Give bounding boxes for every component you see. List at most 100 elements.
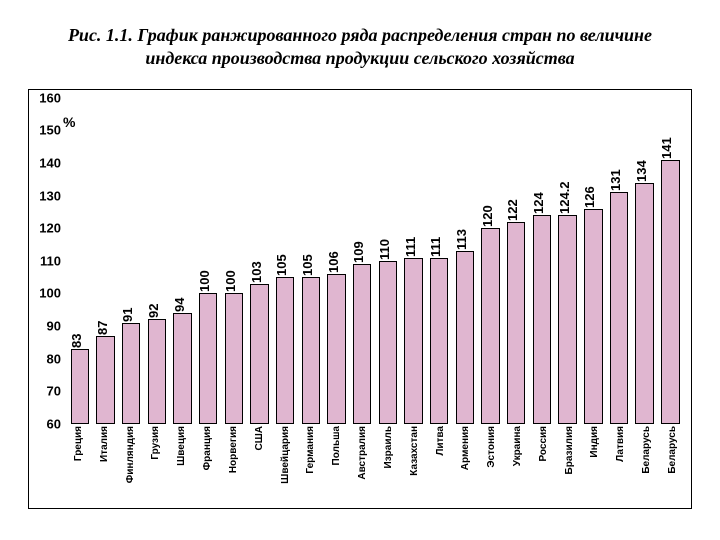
x-label: Финляндия (125, 426, 136, 483)
x-label: Литва (435, 426, 446, 456)
x-label: США (254, 426, 265, 451)
bar-value: 134 (634, 160, 649, 182)
bar: 91 (122, 323, 140, 424)
bar: 105 (302, 277, 320, 424)
y-tick: 130 (33, 188, 61, 203)
y-tick: 110 (33, 253, 61, 268)
y-tick: 90 (33, 318, 61, 333)
bar-value: 126 (582, 186, 597, 208)
bar-value: 105 (274, 254, 289, 276)
bar-value: 120 (480, 205, 495, 227)
y-tick: 100 (33, 286, 61, 301)
bar-slot: 126 (580, 98, 606, 424)
bar: 120 (481, 228, 499, 424)
x-label: Индия (589, 426, 600, 458)
bar-slot: 141 (657, 98, 683, 424)
bar-value: 103 (249, 261, 264, 283)
bar-value: 109 (351, 241, 366, 263)
bar: 105 (276, 277, 294, 424)
x-label-slot: Украина (504, 426, 530, 506)
x-label-slot: Швеция (168, 426, 194, 506)
y-tick: 150 (33, 123, 61, 138)
x-label-slot: Индия (582, 426, 608, 506)
x-label: Беларусь (641, 426, 652, 474)
bar: 141 (661, 160, 679, 424)
bar-slot: 134 (632, 98, 658, 424)
bar-slot: 106 (324, 98, 350, 424)
bar-slot: 105 (298, 98, 324, 424)
bar-slot: 110 (375, 98, 401, 424)
bar: 103 (250, 284, 268, 424)
x-label-slot: Эстония (478, 426, 504, 506)
bar: 110 (379, 261, 397, 424)
x-label-slot: Финляндия (117, 426, 143, 506)
bar-value: 91 (120, 307, 135, 321)
bar-slot: 113 (452, 98, 478, 424)
bar: 124.2 (558, 215, 576, 424)
bars-container: 8387919294100100103105105106109110111111… (65, 98, 685, 424)
bar: 87 (96, 336, 114, 424)
bar: 126 (584, 209, 602, 424)
x-label-slot: Армения (452, 426, 478, 506)
bar-value: 111 (428, 236, 443, 256)
bar-slot: 120 (478, 98, 504, 424)
bar: 113 (456, 251, 474, 424)
x-label: Грузия (150, 426, 161, 460)
bar-slot: 122 (503, 98, 529, 424)
y-tick: 70 (33, 384, 61, 399)
bar-slot: 103 (247, 98, 273, 424)
y-tick: 140 (33, 155, 61, 170)
bar-value: 100 (197, 271, 212, 293)
bar-slot: 92 (144, 98, 170, 424)
bar-value: 87 (95, 320, 110, 334)
bar: 92 (148, 319, 166, 423)
bar-value: 94 (172, 297, 187, 311)
bar: 106 (327, 274, 345, 424)
bar-slot: 124.2 (555, 98, 581, 424)
x-label: Франция (202, 426, 213, 470)
bar-value: 113 (454, 229, 469, 250)
bar-slot: 100 (195, 98, 221, 424)
x-label: Беларусь (667, 426, 678, 474)
x-label: Россия (538, 426, 549, 462)
x-label: Греция (73, 426, 84, 461)
x-label: Латвия (615, 426, 626, 462)
bar-value: 100 (223, 271, 238, 293)
bar: 122 (507, 222, 525, 424)
y-tick: 60 (33, 416, 61, 431)
x-label-slot: Италия (91, 426, 117, 506)
chart-box: % 83879192941001001031051051061091101111… (28, 89, 692, 509)
x-label: Италия (99, 426, 110, 462)
plot-area: % 83879192941001001031051051061091101111… (65, 98, 685, 424)
bar-slot: 94 (170, 98, 196, 424)
x-label-slot: Израиль (375, 426, 401, 506)
bar-slot: 124 (529, 98, 555, 424)
x-label-slot: Беларусь (659, 426, 685, 506)
x-label: Швейцария (280, 426, 291, 484)
bar-slot: 111 (401, 98, 427, 424)
bar-value: 92 (146, 304, 161, 318)
x-label-slot: Польша (323, 426, 349, 506)
bar-value: 122 (505, 199, 520, 221)
x-label: Израиль (383, 426, 394, 468)
x-label: Бразилия (564, 426, 575, 474)
x-label-slot: Россия (530, 426, 556, 506)
x-label-slot: Греция (65, 426, 91, 506)
bar-value: 105 (300, 254, 315, 276)
x-label: Австралия (357, 426, 368, 480)
x-label-slot: Норвегия (220, 426, 246, 506)
bar-slot: 83 (67, 98, 93, 424)
x-label-slot: Литва (427, 426, 453, 506)
x-label-slot: Франция (194, 426, 220, 506)
bar-value: 111 (403, 236, 418, 256)
x-label-slot: Грузия (142, 426, 168, 506)
bar-slot: 105 (272, 98, 298, 424)
x-label-slot: США (246, 426, 272, 506)
x-label: Эстония (486, 426, 497, 468)
bar: 111 (404, 258, 422, 424)
bar: 134 (635, 183, 653, 424)
x-label: Казахстан (409, 426, 420, 476)
bar-slot: 87 (93, 98, 119, 424)
bar-value: 131 (608, 170, 623, 192)
x-label: Украина (512, 426, 523, 466)
